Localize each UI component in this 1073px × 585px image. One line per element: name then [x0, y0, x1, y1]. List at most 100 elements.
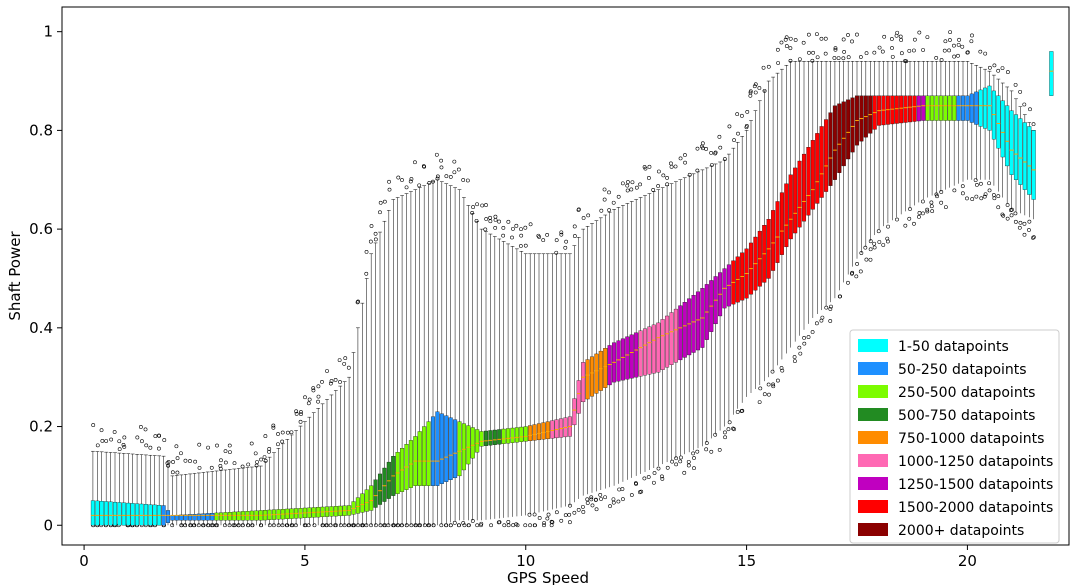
box	[139, 503, 144, 526]
box	[607, 345, 612, 386]
outlier-point	[607, 208, 612, 213]
outlier-point	[298, 419, 303, 424]
outlier-point	[249, 441, 254, 446]
box	[444, 415, 449, 482]
outlier-point	[1028, 107, 1032, 112]
outlier-point	[823, 51, 828, 56]
box	[806, 147, 811, 216]
outlier-point	[452, 159, 457, 164]
legend-swatch	[858, 500, 888, 513]
outlier-point	[868, 247, 873, 252]
outlier-point	[770, 369, 775, 374]
y-axis-label: Shaft Power	[6, 231, 24, 321]
outlier-point	[1013, 82, 1018, 87]
outlier-point	[925, 209, 930, 214]
outlier-point	[608, 504, 612, 509]
box	[788, 174, 793, 240]
outlier-point	[382, 199, 387, 204]
outlier-point	[718, 145, 723, 150]
outlier-point	[886, 224, 890, 229]
outlier-point	[188, 459, 192, 463]
outlier-point	[731, 426, 735, 431]
outlier-point	[912, 221, 916, 226]
box	[550, 420, 555, 439]
box	[943, 95, 948, 121]
outlier-point	[656, 184, 661, 188]
outlier-point	[881, 243, 886, 247]
outlier-point	[585, 497, 590, 502]
box	[528, 425, 533, 442]
outlier-point	[452, 520, 457, 525]
outlier-point	[987, 65, 992, 70]
outlier-point	[1031, 235, 1035, 240]
box	[642, 328, 648, 376]
outlier-point	[642, 165, 647, 169]
box	[165, 510, 171, 523]
box	[938, 95, 943, 121]
legend-swatch	[858, 339, 888, 352]
outlier-point	[276, 432, 280, 436]
x-tick-label: 0	[79, 552, 89, 570]
outlier-point	[982, 194, 987, 199]
outlier-point	[815, 55, 820, 60]
outlier-point	[974, 194, 979, 199]
outlier-point	[978, 49, 983, 54]
legend-label: 1500-2000 datapoints	[898, 500, 1053, 516]
box	[461, 423, 466, 471]
box	[974, 91, 979, 125]
outlier-point	[683, 153, 687, 157]
box	[506, 428, 511, 444]
outlier-point	[956, 53, 960, 58]
outlier-point	[153, 434, 158, 439]
outlier-point	[732, 427, 736, 432]
outlier-point	[797, 345, 802, 350]
outlier-point	[819, 36, 824, 41]
outlier-point	[527, 512, 532, 517]
outlier-point	[506, 519, 511, 524]
legend: 1-50 datapoints 50-250 datapoints 250-500 …	[849, 329, 1060, 544]
outlier-point	[368, 239, 373, 244]
outlier-point	[695, 168, 700, 173]
outlier-point	[704, 447, 709, 452]
outlier-point	[607, 190, 611, 195]
box	[536, 423, 542, 441]
outlier-point	[306, 401, 311, 406]
box	[916, 95, 921, 122]
outlier-point	[594, 507, 599, 512]
outlier-point	[877, 240, 882, 244]
box	[771, 210, 776, 271]
outlier-point	[939, 200, 944, 205]
box	[890, 95, 895, 125]
outlier-point	[885, 239, 890, 244]
outlier-point	[109, 437, 114, 442]
outlier-point	[752, 84, 757, 89]
outlier-point	[311, 386, 316, 391]
outlier-point	[872, 50, 877, 55]
outlier-point	[629, 493, 634, 497]
outlier-point	[646, 475, 651, 479]
outlier-point	[783, 37, 788, 42]
box	[907, 95, 913, 123]
outlier-point	[935, 194, 939, 199]
outlier-point	[710, 163, 714, 167]
outlier-point	[599, 497, 603, 501]
legend-swatch	[858, 477, 888, 490]
outlier-point	[771, 382, 775, 387]
outlier-point	[872, 241, 877, 246]
legend-label: 1250-1500 datapoints	[898, 477, 1053, 493]
outlier-point	[387, 187, 392, 192]
box	[1027, 126, 1032, 195]
outlier-point	[369, 224, 374, 228]
outlier-point	[523, 243, 528, 248]
box	[828, 112, 833, 186]
box	[439, 413, 444, 484]
outlier-point	[872, 245, 877, 250]
outlier-point	[811, 50, 816, 55]
outlier-point	[373, 231, 378, 236]
outlier-point	[798, 351, 803, 356]
outlier-point	[299, 410, 303, 414]
outlier-point	[970, 33, 974, 38]
outlier-point	[493, 217, 498, 222]
outlier-point	[779, 366, 784, 370]
outlier-point	[974, 182, 979, 187]
